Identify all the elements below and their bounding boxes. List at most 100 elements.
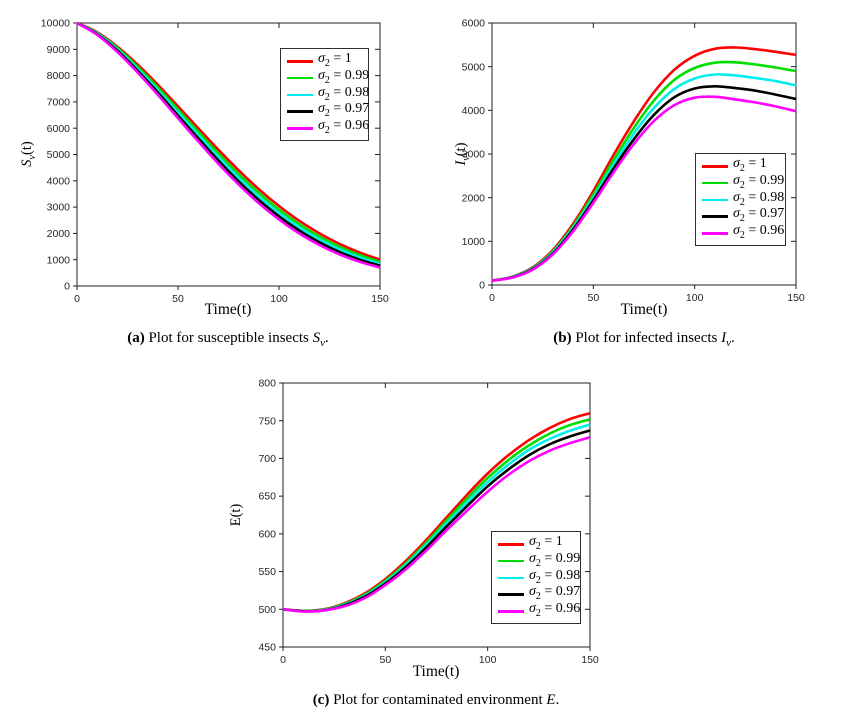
legend-line-sample xyxy=(702,165,728,168)
legend-line-sample xyxy=(702,215,728,219)
caption-tag: (a) xyxy=(127,330,145,346)
legend-line-sample xyxy=(287,76,313,80)
caption-period: . xyxy=(325,330,329,346)
legend-line-sample xyxy=(498,559,524,563)
y-tick-label: 0 xyxy=(64,281,70,293)
legend-a: σ2 = 1 σ2 = 0.99 σ2 = 0.98 σ2 = 0.97 σ2 = 0.… xyxy=(280,48,369,141)
y-tick-label: 3000 xyxy=(47,202,71,214)
y-tick-label: 2000 xyxy=(47,228,71,240)
legend-item: σ2 = 1 xyxy=(287,51,362,70)
caption-c: (c) Plot for contaminated environment E. xyxy=(236,692,636,711)
legend-c: σ2 = 1 σ2 = 0.99 σ2 = 0.98 σ2 = 0.97 σ2 = 0.… xyxy=(491,531,581,624)
x-tick-label: 150 xyxy=(581,654,599,666)
legend-line-sample xyxy=(287,110,313,114)
y-tick-label: 3000 xyxy=(462,149,486,161)
legend-item: σ2 = 0.99 xyxy=(287,68,369,87)
y-tick-label: 1000 xyxy=(462,236,486,248)
susceptible-insects-chart: 0 50 100 150 0 1000 2000 3000 4000 5000 6000 7000 80… xyxy=(41,18,389,305)
caption-math: I xyxy=(721,330,727,346)
x-tick-label: 50 xyxy=(172,293,184,305)
y-tick-label: 750 xyxy=(258,415,276,427)
legend-label: σ2 = 1 xyxy=(529,534,563,552)
legend-line-sample xyxy=(287,127,313,130)
legend-label: σ2 = 0.98 xyxy=(733,189,785,208)
x-tick-label: 0 xyxy=(280,654,286,666)
y-tick-label: 4000 xyxy=(462,105,486,117)
contaminated-environment-chart: 0 50 100 150 450 500 550 600 650 700 750 800 xyxy=(258,378,599,666)
y-tick-label: 8000 xyxy=(47,70,71,82)
legend-label: σ2 = 1 xyxy=(733,156,767,174)
y-tick-label: 700 xyxy=(258,453,276,465)
y-tick-label: 5000 xyxy=(47,149,71,161)
y-tick-label: 7000 xyxy=(47,97,71,109)
legend-item: σ2 = 0.96 xyxy=(702,223,784,242)
curve-sigma2-0.96 xyxy=(491,95,797,282)
x-axis-label-a: Time(t) xyxy=(204,301,252,318)
caption-text: Plot for infected insects xyxy=(571,330,722,346)
legend-item: σ2 = 0.98 xyxy=(287,85,369,104)
y-tick-label: 600 xyxy=(258,528,276,540)
axes-box xyxy=(282,382,591,648)
x-tick-label: 50 xyxy=(587,292,599,304)
legend-label: σ2 = 0.99 xyxy=(733,172,785,191)
legend-line-sample xyxy=(287,60,313,63)
y-tick-label: 9000 xyxy=(47,44,71,56)
curve-sigma2-0.96 xyxy=(282,436,591,613)
y-tick-label: 800 xyxy=(258,378,276,390)
y-tick-label: 650 xyxy=(258,491,276,503)
legend-item: σ2 = 0.96 xyxy=(287,118,369,137)
legend-line-sample xyxy=(702,181,728,185)
y-tick-label: 1000 xyxy=(47,254,71,266)
legend-item: σ2 = 0.96 xyxy=(498,601,580,620)
caption-sub: v xyxy=(726,337,732,349)
y-tick-label: 6000 xyxy=(47,123,71,135)
y-tick-label: 5000 xyxy=(462,61,486,73)
y-tick-label: 550 xyxy=(258,566,276,578)
x-tick-label: 100 xyxy=(686,292,704,304)
y-axis-rest: (t) xyxy=(453,142,469,157)
y-tick-label: 6000 xyxy=(462,18,486,30)
legend-b: σ2 = 1 σ2 = 0.99 σ2 = 0.98 σ2 = 0.97 σ2 = 0.… xyxy=(695,153,786,246)
y-tick-label: 4000 xyxy=(47,175,71,187)
legend-label: σ2 = 0.96 xyxy=(733,223,785,241)
y-axis-rest: (t) xyxy=(19,141,35,155)
x-axis-label-c: Time(t) xyxy=(412,663,460,680)
y-tick-label: 0 xyxy=(479,280,485,292)
y-tick-label: 2000 xyxy=(462,192,486,204)
x-tick-label: 0 xyxy=(489,292,495,304)
legend-label: σ2 = 0.96 xyxy=(318,118,370,136)
legend-line-sample xyxy=(498,610,524,613)
caption-text: Plot for contaminated environment xyxy=(329,692,547,708)
legend-label: σ2 = 0.97 xyxy=(529,584,581,603)
caption-tag: (c) xyxy=(312,692,330,708)
y-axis-letter: E xyxy=(228,517,244,527)
x-tick-label: 0 xyxy=(74,293,80,305)
legend-item: σ2 = 1 xyxy=(702,156,779,175)
legend-label: σ2 = 1 xyxy=(318,51,352,69)
y-axis-rest: (t) xyxy=(228,503,244,518)
legend-line-sample xyxy=(702,232,728,235)
legend-label: σ2 = 0.97 xyxy=(318,101,370,120)
legend-label: σ2 = 0.97 xyxy=(733,206,785,225)
legend-label: σ2 = 0.99 xyxy=(529,550,581,569)
caption-tag: (b) xyxy=(553,330,572,346)
legend-line-sample xyxy=(498,593,524,597)
legend-item: σ2 = 1 xyxy=(498,534,574,553)
caption-period: . xyxy=(731,330,735,346)
caption-math: S xyxy=(312,330,321,346)
legend-line-sample xyxy=(702,198,728,202)
caption-text: Plot for susceptible insects xyxy=(144,330,313,346)
legend-item: σ2 = 0.97 xyxy=(287,101,369,120)
infected-insects-chart: 0 50 100 150 0 1000 2000 3000 4000 5000 6000 xyxy=(462,18,805,304)
caption-a: (a) Plot for susceptible insects Sv. xyxy=(28,330,428,349)
x-axis-label-b: Time(t) xyxy=(620,301,668,318)
legend-line-sample xyxy=(498,543,524,546)
y-axis-letter: S xyxy=(19,159,35,167)
y-axis-label-b: Iν(t) xyxy=(451,94,472,214)
legend-label: σ2 = 0.98 xyxy=(318,84,370,103)
legend-item: σ2 = 0.99 xyxy=(702,173,784,192)
x-tick-label: 100 xyxy=(270,293,288,305)
legend-line-sample xyxy=(498,576,524,580)
legend-item: σ2 = 0.98 xyxy=(702,190,784,209)
